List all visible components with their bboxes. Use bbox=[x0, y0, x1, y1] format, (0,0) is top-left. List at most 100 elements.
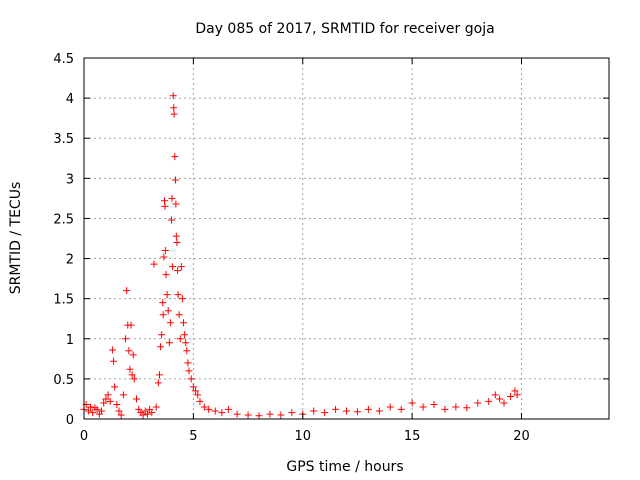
data-point bbox=[108, 346, 116, 354]
data-point bbox=[496, 395, 504, 403]
data-point bbox=[160, 253, 168, 261]
data-point bbox=[364, 405, 372, 413]
data-point bbox=[343, 407, 350, 415]
data-point bbox=[321, 409, 329, 417]
data-point bbox=[184, 359, 192, 367]
data-point bbox=[174, 267, 182, 275]
x-axis-label: GPS time / hours bbox=[286, 459, 403, 475]
data-point bbox=[474, 399, 482, 407]
data-point bbox=[159, 299, 167, 307]
x-tick-label: 5 bbox=[189, 429, 197, 444]
data-point bbox=[397, 405, 405, 413]
y-tick-label: 3.5 bbox=[53, 132, 74, 147]
data-point bbox=[419, 403, 427, 411]
data-point bbox=[171, 176, 179, 184]
data-point bbox=[485, 397, 493, 405]
data-point bbox=[163, 291, 171, 299]
y-tick-label: 0.5 bbox=[53, 373, 74, 388]
data-point bbox=[430, 401, 438, 409]
data-point bbox=[161, 202, 169, 210]
data-point bbox=[158, 331, 166, 339]
data-point bbox=[150, 260, 158, 268]
data-point bbox=[277, 411, 285, 419]
data-point bbox=[111, 383, 119, 391]
data-point bbox=[196, 397, 204, 405]
data-point bbox=[353, 408, 361, 416]
data-point bbox=[332, 405, 340, 413]
data-point bbox=[255, 412, 263, 420]
y-tick-label: 4.5 bbox=[53, 52, 74, 67]
data-point bbox=[169, 263, 177, 271]
data-point bbox=[375, 407, 383, 415]
data-point bbox=[130, 375, 138, 383]
data-point bbox=[87, 403, 95, 411]
data-point bbox=[171, 153, 179, 161]
data-point bbox=[168, 194, 176, 202]
data-point bbox=[100, 399, 108, 407]
data-point bbox=[155, 371, 163, 379]
data-point bbox=[178, 295, 186, 303]
y-tick-label: 3 bbox=[66, 172, 74, 187]
data-point bbox=[166, 319, 174, 327]
data-point bbox=[174, 291, 182, 299]
data-point bbox=[168, 216, 175, 224]
grid-lines bbox=[84, 58, 609, 419]
data-point bbox=[152, 403, 160, 411]
data-point bbox=[126, 365, 134, 373]
data-point bbox=[386, 403, 394, 411]
data-point bbox=[200, 403, 208, 411]
data-point bbox=[463, 404, 471, 412]
data-point bbox=[154, 379, 162, 387]
data-point bbox=[117, 411, 125, 419]
data-point bbox=[175, 311, 183, 319]
data-point bbox=[182, 339, 190, 347]
data-point bbox=[170, 104, 178, 112]
data-point bbox=[164, 307, 172, 315]
data-point bbox=[115, 407, 123, 415]
data-point bbox=[169, 92, 177, 100]
data-point bbox=[157, 343, 165, 351]
x-tick-label: 0 bbox=[80, 429, 88, 444]
data-point bbox=[233, 410, 241, 418]
y-tick-label: 1 bbox=[66, 333, 74, 348]
y-tick-label: 2 bbox=[66, 253, 74, 268]
data-point bbox=[177, 263, 185, 271]
data-point bbox=[98, 407, 105, 415]
data-point bbox=[161, 247, 169, 255]
data-point bbox=[500, 399, 508, 407]
y-tick-label: 2.5 bbox=[53, 212, 74, 227]
data-point bbox=[194, 391, 202, 399]
data-point bbox=[110, 357, 118, 365]
data-point bbox=[165, 339, 173, 347]
data-point bbox=[189, 383, 197, 391]
data-point bbox=[129, 351, 137, 359]
data-point bbox=[176, 335, 184, 343]
data-point bbox=[139, 411, 147, 419]
y-axis-label: SRMTID / TECUs bbox=[8, 182, 24, 295]
data-point bbox=[441, 405, 449, 413]
data-point bbox=[244, 411, 252, 419]
x-tick-label: 10 bbox=[294, 429, 311, 444]
data-point bbox=[511, 387, 519, 395]
data-point bbox=[173, 239, 181, 247]
y-tick-label: 4 bbox=[66, 92, 74, 107]
data-point bbox=[113, 401, 121, 409]
x-tick-label: 20 bbox=[513, 429, 530, 444]
data-point bbox=[266, 410, 274, 418]
data-point bbox=[93, 405, 101, 413]
data-point bbox=[170, 110, 178, 118]
chart-title: Day 085 of 2017, SRMTID for receiver goj… bbox=[195, 21, 494, 37]
data-point bbox=[159, 311, 167, 319]
data-point bbox=[128, 371, 136, 379]
data-points bbox=[80, 92, 521, 420]
data-point bbox=[452, 403, 460, 411]
axis-ticks: 0 0.5 1 1.5 2 2.5 3 3.5 4 4.5 0 5 10 15 20 bbox=[53, 52, 609, 444]
data-point bbox=[288, 409, 296, 417]
data-point bbox=[89, 409, 97, 417]
data-point bbox=[187, 375, 195, 383]
data-point bbox=[513, 391, 521, 399]
data-point bbox=[408, 399, 416, 407]
data-point bbox=[491, 391, 499, 399]
